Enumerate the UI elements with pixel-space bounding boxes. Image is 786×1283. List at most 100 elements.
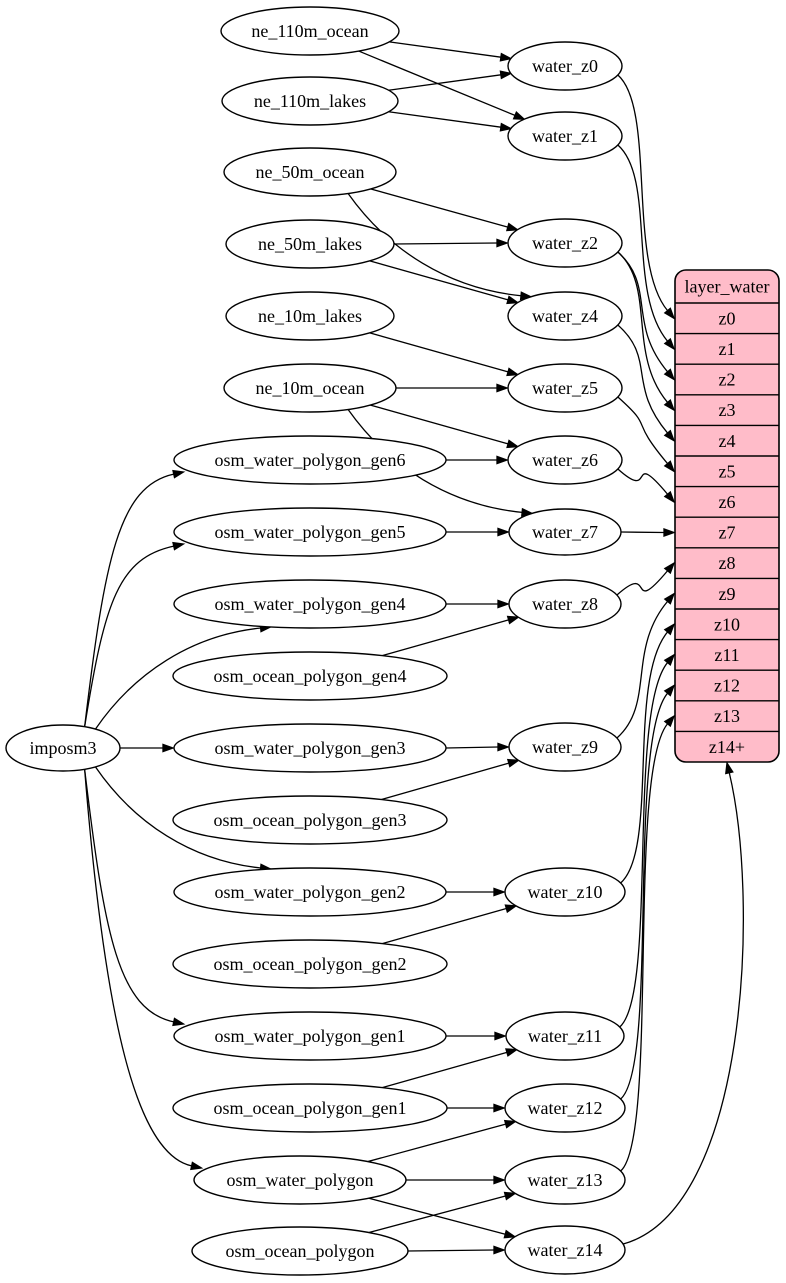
row-z7: z7 bbox=[719, 523, 736, 543]
node-water_z0: water_z0 bbox=[507, 41, 623, 91]
node-ellipse bbox=[220, 6, 400, 56]
node-ne_110m_ocean: ne_110m_ocean bbox=[220, 6, 400, 56]
edge-line bbox=[369, 260, 509, 301]
node-label: water_z2 bbox=[532, 233, 598, 253]
arrowhead-icon bbox=[493, 1103, 506, 1113]
row-z11: z11 bbox=[714, 645, 739, 665]
row-label: z5 bbox=[719, 461, 736, 481]
edge-imposm3-osm_water_polygon bbox=[84, 769, 204, 1171]
arrowhead-icon bbox=[494, 1031, 507, 1041]
edge-line bbox=[617, 396, 669, 465]
row-z14+: z14+ bbox=[709, 737, 745, 757]
node-label: water_z1 bbox=[532, 126, 598, 146]
node-ellipse bbox=[172, 795, 448, 845]
node-label: osm_ocean_polygon_gen3 bbox=[214, 810, 407, 830]
node-ellipse bbox=[504, 1155, 626, 1205]
node-label: water_z13 bbox=[528, 1170, 603, 1190]
edge-line bbox=[619, 662, 669, 1028]
edge-water_z0-z0 bbox=[617, 74, 676, 320]
node-label: water_z5 bbox=[532, 378, 598, 398]
node-ellipse bbox=[221, 76, 399, 126]
edge-osm_water_polygon_gen1-water_z11 bbox=[446, 1031, 507, 1041]
edge-water_z5-z5 bbox=[617, 396, 676, 473]
node-ellipse bbox=[507, 218, 623, 268]
node-water_z14: water_z14 bbox=[504, 1225, 626, 1275]
edge-ne_10m_ocean-water_z6 bbox=[370, 404, 520, 449]
arrowhead-icon bbox=[162, 743, 175, 753]
arrowhead-icon bbox=[506, 758, 521, 768]
node-water_z12: water_z12 bbox=[504, 1083, 626, 1133]
edge-line bbox=[370, 188, 508, 228]
arrowhead-icon bbox=[172, 541, 186, 551]
node-osm_ocean_polygon_gen1: osm_ocean_polygon_gen1 bbox=[172, 1083, 448, 1133]
node-water_z4: water_z4 bbox=[507, 291, 623, 341]
node-ellipse bbox=[225, 291, 395, 341]
edge-osm_water_polygon_gen6-water_z6 bbox=[446, 455, 509, 465]
edge-line bbox=[94, 627, 261, 730]
row-z9: z9 bbox=[719, 584, 736, 604]
edge-line bbox=[620, 723, 669, 1172]
row-label: z1 bbox=[719, 339, 736, 359]
arrowhead-icon bbox=[663, 684, 676, 697]
edge-osm_water_polygon_gen3-water_z9 bbox=[445, 742, 510, 752]
row-z1: z1 bbox=[719, 339, 736, 359]
edge-water_z8-z8 bbox=[616, 561, 676, 596]
node-ellipse bbox=[507, 363, 623, 413]
arrowhead-icon bbox=[506, 367, 520, 377]
edge-osm_water_polygon_gen2-water_z10 bbox=[446, 887, 506, 897]
node-label: osm_water_polygon_gen4 bbox=[215, 594, 406, 614]
node-ellipse bbox=[172, 939, 448, 989]
edge-water_z13-z13 bbox=[620, 714, 676, 1172]
node-water_z10: water_z10 bbox=[504, 867, 626, 917]
node-osm_ocean_polygon_gen4: osm_ocean_polygon_gen4 bbox=[172, 651, 448, 701]
node-water_z9: water_z9 bbox=[508, 722, 622, 772]
edge-osm_ocean_polygon-water_z14 bbox=[407, 1245, 506, 1255]
node-ellipse bbox=[504, 1225, 626, 1275]
edge-line bbox=[382, 619, 509, 657]
edge-line bbox=[388, 111, 501, 128]
edge-ne_110m_ocean-water_z0 bbox=[389, 41, 513, 62]
arrowhead-icon bbox=[663, 527, 676, 538]
edge-ne_50m_lakes-water_z4 bbox=[369, 260, 520, 305]
node-ellipse bbox=[5, 724, 121, 772]
edge-ne_10m_ocean-water_z5 bbox=[396, 383, 509, 393]
arrowhead-icon bbox=[503, 1229, 517, 1239]
node-ellipse bbox=[504, 1083, 626, 1133]
node-label: ne_50m_lakes bbox=[258, 234, 362, 254]
arrowhead-icon bbox=[505, 1048, 519, 1057]
edge-line bbox=[381, 762, 509, 801]
edge-line bbox=[347, 409, 523, 514]
edge-line bbox=[617, 468, 669, 495]
edge-line bbox=[623, 772, 744, 1245]
node-water_z11: water_z11 bbox=[505, 1011, 625, 1061]
edge-line bbox=[617, 251, 669, 373]
row-z4: z4 bbox=[719, 431, 736, 451]
node-water_z7: water_z7 bbox=[508, 508, 622, 556]
edge-line bbox=[620, 531, 665, 534]
edges bbox=[84, 41, 744, 1255]
row-z6: z6 bbox=[719, 492, 736, 512]
node-label: imposm3 bbox=[29, 738, 96, 758]
edge-osm_ocean_polygon_gen1-water_z12 bbox=[447, 1103, 506, 1113]
edge-osm_water_polygon_gen4-water_z8 bbox=[446, 599, 510, 609]
node-label: water_z14 bbox=[528, 1240, 603, 1260]
arrowhead-icon bbox=[499, 122, 513, 132]
node-label: water_z12 bbox=[528, 1098, 603, 1118]
edge-imposm3-osm_water_polygon_gen5 bbox=[84, 541, 186, 727]
row-label: z0 bbox=[719, 308, 736, 328]
edge-water_z2-z3 bbox=[617, 251, 676, 412]
edge-ne_110m_lakes-water_z1 bbox=[388, 111, 513, 132]
node-ellipse bbox=[505, 1011, 625, 1061]
row-z0: z0 bbox=[719, 308, 736, 328]
layer-water-table: layer_water z0 z1 z2 z3 z4 z5 z6 z7 z8 z9 z10 z11 z12… bbox=[674, 269, 780, 763]
row-label: z10 bbox=[714, 614, 740, 634]
node-ellipse bbox=[173, 579, 447, 629]
row-z3: z3 bbox=[719, 400, 736, 420]
edge-ne_10m_lakes-water_z5 bbox=[369, 332, 520, 377]
row-z8: z8 bbox=[719, 553, 736, 573]
node-osm_water_polygon_gen3: osm_water_polygon_gen3 bbox=[173, 723, 447, 773]
row-label: z3 bbox=[719, 400, 736, 420]
arrowhead-icon bbox=[506, 439, 520, 449]
table-title: layer_water bbox=[685, 277, 770, 297]
